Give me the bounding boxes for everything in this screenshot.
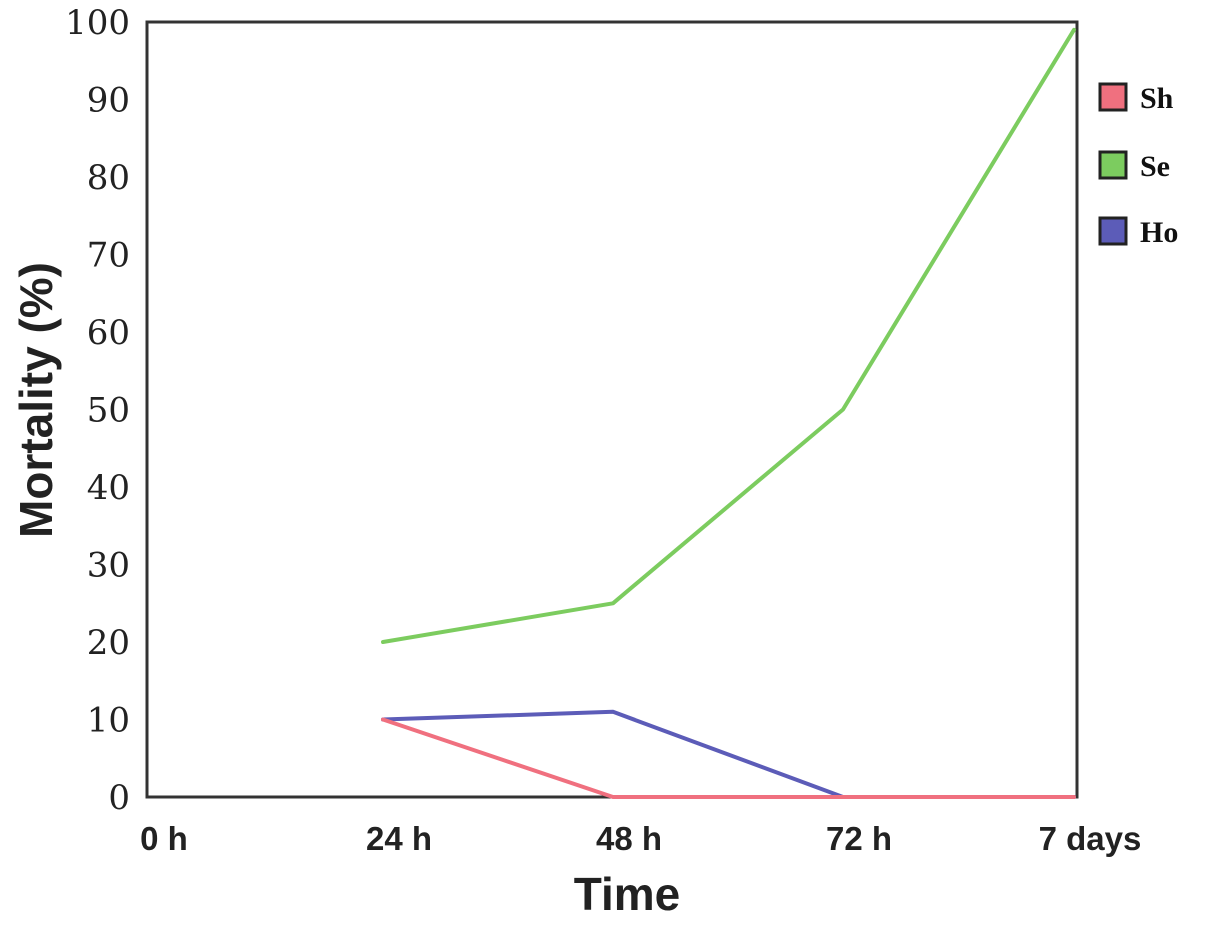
y-tick-label: 60	[87, 313, 130, 353]
legend-label-sh: Sh	[1140, 82, 1174, 115]
x-tick-label: 24 h	[366, 820, 432, 857]
x-axis-ticks: 0 h 24 h 48 h 72 h 7 days	[140, 820, 1141, 857]
series-line-se	[381, 27, 1076, 644]
y-tick-label: 90	[87, 81, 130, 121]
y-tick-label: 20	[87, 623, 130, 663]
legend-label-se: Se	[1140, 150, 1170, 183]
legend: Sh Se Ho	[1098, 82, 1178, 249]
y-axis-ticks: 0 10 20 30 40 50 60 70 80 90 100	[65, 3, 130, 818]
series-line-sh	[381, 717, 1076, 799]
legend-label-ho: Ho	[1140, 216, 1178, 249]
y-tick-label: 80	[87, 158, 130, 198]
y-tick-label: 0	[108, 778, 130, 818]
x-tick-label: 7 days	[1039, 820, 1142, 857]
x-tick-label: 72 h	[826, 820, 892, 857]
legend-swatch-se	[1098, 150, 1128, 180]
x-tick-label: 0 h	[140, 820, 188, 857]
series-lines	[381, 27, 1076, 799]
legend-swatch-sh	[1098, 82, 1128, 112]
y-tick-label: 50	[87, 391, 130, 431]
x-axis-title: Time	[574, 868, 681, 920]
y-tick-label: 30	[87, 546, 130, 586]
x-tick-label: 48 h	[596, 820, 662, 857]
plot-area	[145, 20, 1079, 799]
y-tick-label: 40	[87, 468, 130, 508]
y-tick-label: 70	[87, 236, 130, 276]
y-axis-title: Mortality (%)	[10, 262, 62, 538]
y-tick-label: 100	[65, 3, 130, 43]
legend-swatch-ho	[1098, 216, 1128, 246]
y-tick-label: 10	[87, 701, 130, 741]
